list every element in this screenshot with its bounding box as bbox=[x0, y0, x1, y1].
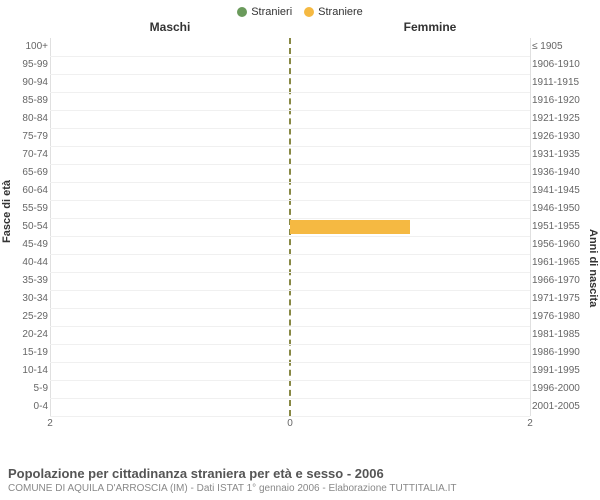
gridline-horizontal bbox=[50, 326, 530, 327]
y-left-tick: 60-64 bbox=[14, 182, 48, 200]
gridline-horizontal bbox=[50, 380, 530, 381]
y-left-tick: 90-94 bbox=[14, 74, 48, 92]
gridline-horizontal bbox=[50, 56, 530, 57]
y-left-tick: 70-74 bbox=[14, 146, 48, 164]
y-left-tick: 85-89 bbox=[14, 92, 48, 110]
gridline-vertical bbox=[50, 38, 51, 416]
y-left-tick: 5-9 bbox=[14, 380, 48, 398]
x-axis: 2 0 2 bbox=[50, 416, 530, 433]
chart-footer: Popolazione per cittadinanza straniera p… bbox=[8, 466, 592, 494]
legend-label: Stranieri bbox=[251, 6, 292, 18]
legend-item-male: Stranieri bbox=[237, 6, 292, 18]
gridline-horizontal bbox=[50, 164, 530, 165]
gridline-horizontal bbox=[50, 272, 530, 273]
y-left-tick: 100+ bbox=[14, 38, 48, 56]
y-left-tick: 80-84 bbox=[14, 110, 48, 128]
legend: Stranieri Straniere bbox=[0, 0, 600, 20]
y-left-tick: 95-99 bbox=[14, 56, 48, 74]
gridline-horizontal bbox=[50, 92, 530, 93]
y-right-tick: 1996-2000 bbox=[532, 380, 586, 398]
y-right-tick: 1981-1985 bbox=[532, 326, 586, 344]
y-left-tick: 65-69 bbox=[14, 164, 48, 182]
gridline-horizontal bbox=[50, 290, 530, 291]
column-headers: Maschi Femmine bbox=[0, 20, 600, 38]
y-right-ticks: ≤ 19051906-19101911-19151916-19201921-19… bbox=[530, 38, 586, 416]
header-female: Femmine bbox=[300, 20, 560, 34]
y-left-tick: 20-24 bbox=[14, 326, 48, 344]
y-right-tick: 1911-1915 bbox=[532, 74, 586, 92]
gridline-horizontal bbox=[50, 398, 530, 399]
y-left-tick: 40-44 bbox=[14, 254, 48, 272]
y-left-ticks: 100+95-9990-9485-8980-8475-7970-7465-696… bbox=[14, 38, 50, 416]
y-left-tick: 55-59 bbox=[14, 200, 48, 218]
legend-dot-icon bbox=[304, 7, 314, 17]
x-tick: 2 bbox=[527, 418, 533, 429]
legend-label: Straniere bbox=[318, 6, 363, 18]
footer-subtitle: COMUNE DI AQUILA D'ARROSCIA (IM) - Dati … bbox=[8, 483, 592, 494]
plot-area bbox=[50, 38, 530, 416]
y-right-tick: 1931-1935 bbox=[532, 146, 586, 164]
y-right-tick: 1956-1960 bbox=[532, 236, 586, 254]
y-right-tick: 1946-1950 bbox=[532, 200, 586, 218]
y-right-tick: 1926-1930 bbox=[532, 128, 586, 146]
gridline-horizontal bbox=[50, 110, 530, 111]
y-right-tick: 1976-1980 bbox=[532, 308, 586, 326]
y-right-tick: 1966-1970 bbox=[532, 272, 586, 290]
y-right-tick: 1941-1945 bbox=[532, 182, 586, 200]
y-right-tick: 1971-1975 bbox=[532, 290, 586, 308]
y-left-tick: 50-54 bbox=[14, 218, 48, 236]
y-right-tick: 2001-2005 bbox=[532, 398, 586, 416]
legend-dot-icon bbox=[237, 7, 247, 17]
gridline-vertical bbox=[530, 38, 531, 416]
y-left-tick: 0-4 bbox=[14, 398, 48, 416]
y-left-tick: 75-79 bbox=[14, 128, 48, 146]
header-male: Maschi bbox=[40, 20, 300, 34]
y-left-tick: 35-39 bbox=[14, 272, 48, 290]
bar-female bbox=[290, 220, 410, 234]
y-left-tick: 45-49 bbox=[14, 236, 48, 254]
gridline-horizontal bbox=[50, 254, 530, 255]
gridline-horizontal bbox=[50, 218, 530, 219]
gridline-horizontal bbox=[50, 236, 530, 237]
y-right-tick: 1921-1925 bbox=[532, 110, 586, 128]
y-left-tick: 15-19 bbox=[14, 344, 48, 362]
y-left-tick: 25-29 bbox=[14, 308, 48, 326]
legend-item-female: Straniere bbox=[304, 6, 363, 18]
y-left-tick: 30-34 bbox=[14, 290, 48, 308]
gridline-horizontal bbox=[50, 344, 530, 345]
gridline-horizontal bbox=[50, 146, 530, 147]
x-tick: 2 bbox=[47, 418, 53, 429]
gridline-horizontal bbox=[50, 362, 530, 363]
y-right-tick: 1906-1910 bbox=[532, 56, 586, 74]
y-right-tick: 1951-1955 bbox=[532, 218, 586, 236]
footer-title: Popolazione per cittadinanza straniera p… bbox=[8, 466, 592, 481]
y-right-tick: 1986-1990 bbox=[532, 344, 586, 362]
y-right-tick: 1916-1920 bbox=[532, 92, 586, 110]
gridline-horizontal bbox=[50, 182, 530, 183]
y-right-tick: 1961-1965 bbox=[532, 254, 586, 272]
y-right-tick: 1936-1940 bbox=[532, 164, 586, 182]
y-right-tick: ≤ 1905 bbox=[532, 38, 586, 56]
chart-container: Stranieri Straniere Maschi Femmine Fasce… bbox=[0, 0, 600, 500]
gridline-horizontal bbox=[50, 74, 530, 75]
gridline-horizontal bbox=[50, 200, 530, 201]
x-tick: 0 bbox=[287, 418, 293, 429]
gridline-horizontal bbox=[50, 128, 530, 129]
y-right-axis-title: Anni di nascita bbox=[587, 229, 599, 243]
chart-area: Fasce di età Anni di nascita 100+95-9990… bbox=[0, 38, 600, 433]
y-left-tick: 10-14 bbox=[14, 362, 48, 380]
y-right-tick: 1991-1995 bbox=[532, 362, 586, 380]
gridline-horizontal bbox=[50, 308, 530, 309]
y-left-axis-title: Fasce di età bbox=[1, 229, 13, 243]
